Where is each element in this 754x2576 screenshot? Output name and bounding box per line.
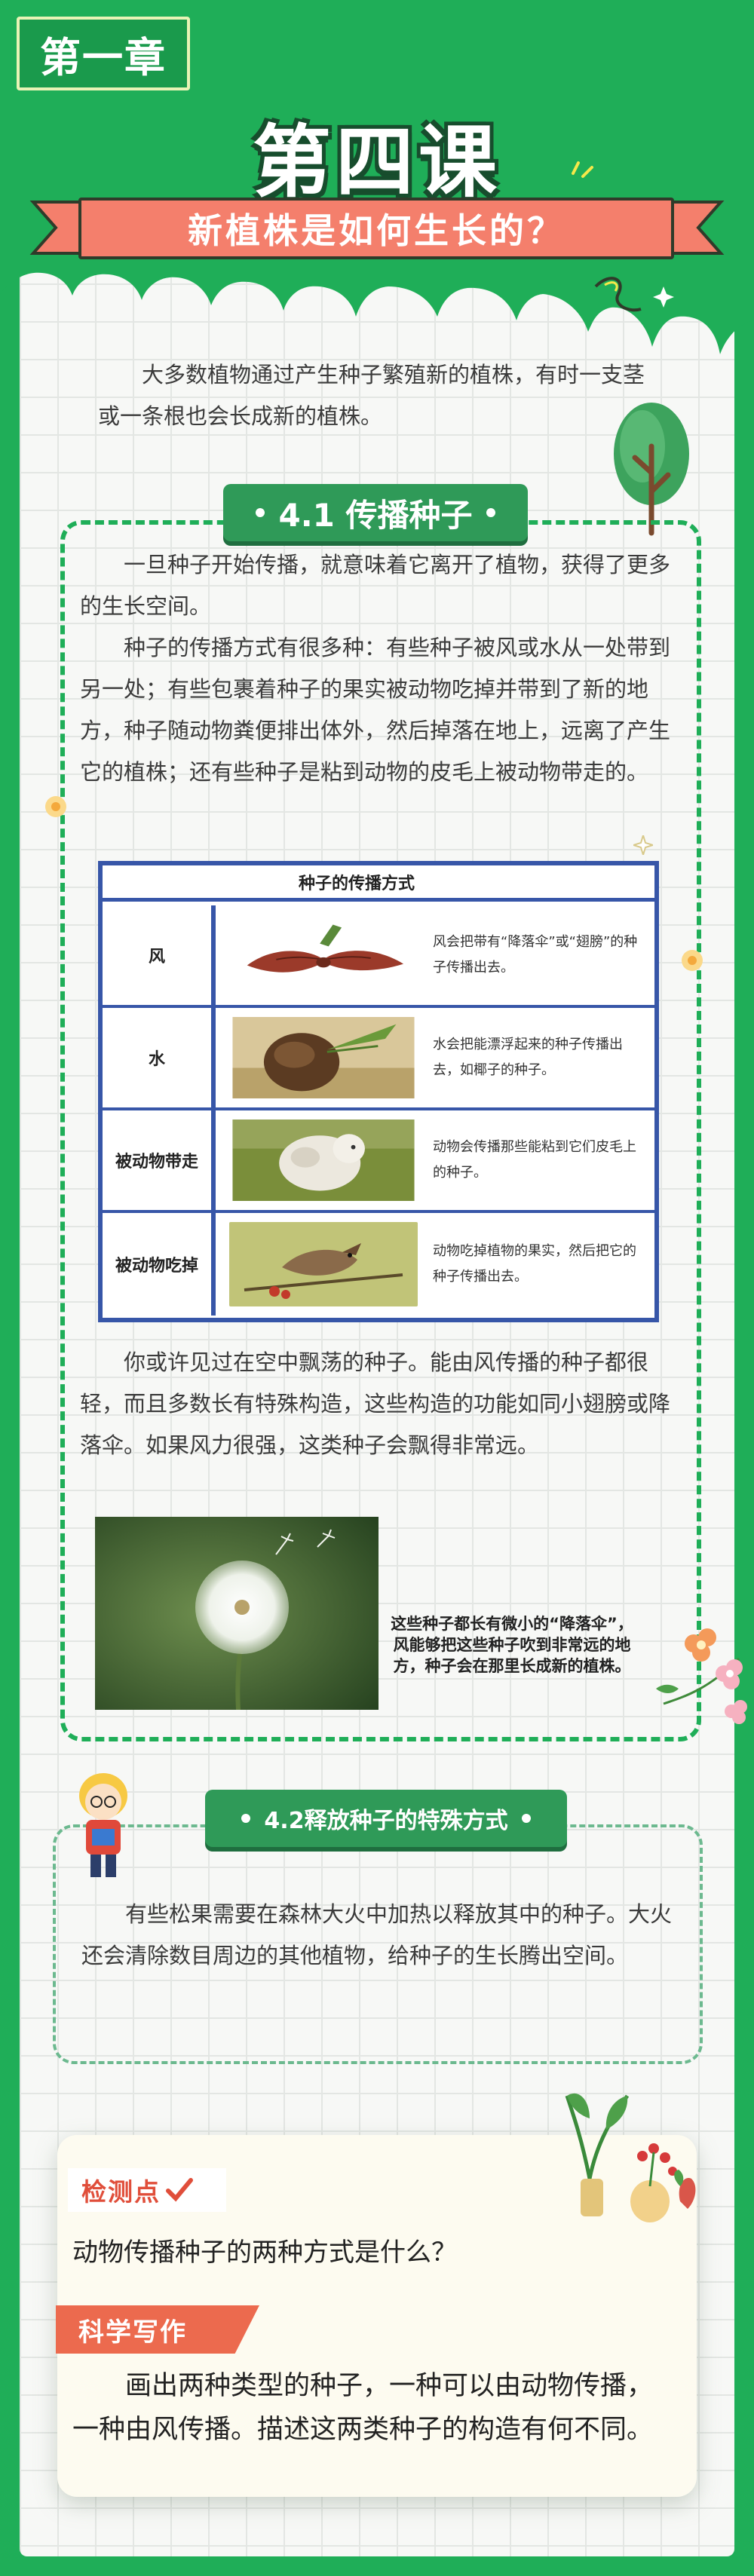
sheep-image bbox=[232, 1120, 415, 1201]
table-row: 风 风会把带有“降落伞”或“翅膀”的种子传播出去。 bbox=[103, 905, 654, 1008]
lesson-subtitle: 新植株是如何生长的？ bbox=[188, 210, 565, 251]
bird-image bbox=[229, 1222, 418, 1306]
section-1-paragraph-2: 种子的传播方式有很多种：有些种子被风或水从一处带到另一处；有些包裹着种子的果实被… bbox=[80, 635, 671, 785]
lesson-title: 第四课 bbox=[252, 116, 501, 208]
science-writing-text: 画出两种类型的种子，一种可以由动物传播，一种由风传播。描述这两类种子的构造有何不… bbox=[72, 2371, 654, 2445]
section-1-paragraph-1: 一旦种子开始传播，就意味着它离开了植物，获得了更多的生长空间。 bbox=[80, 552, 671, 619]
title-dot-icon bbox=[241, 1814, 251, 1823]
title-dot-icon bbox=[521, 1814, 531, 1823]
chapter-badge: 第一章 bbox=[17, 17, 190, 90]
title-dot-icon bbox=[256, 508, 265, 517]
table-row-category: 被动物吃掉 bbox=[103, 1213, 216, 1316]
check-mark-icon bbox=[166, 2178, 193, 2202]
section-2-title-text: 4.2释放种子的特殊方式 bbox=[264, 1808, 508, 1834]
table-row-desc: 动物吃掉植物的果实，然后把它的种子传播出去。 bbox=[433, 1243, 636, 1285]
checkpoint-label-text: 检测点 bbox=[81, 2177, 161, 2207]
tree-icon bbox=[614, 403, 689, 536]
dandelion-caption: 这些种子都长有微小的“降落伞”，风能够把这些种子吹到非常远的地方，种子会在那里长… bbox=[391, 1615, 633, 1675]
flower-cluster-icon bbox=[656, 1628, 747, 1724]
section-2-title: 4.2释放种子的特殊方式 bbox=[205, 1790, 567, 1847]
table-row: 被动物带走 动物会传播那些能粘到它们皮毛上的种子。 bbox=[103, 1110, 654, 1213]
reading-child-icon bbox=[79, 1773, 127, 1877]
sparkle-icon bbox=[572, 161, 593, 178]
table-row-desc: 风会把带有“降落伞”或“翅膀”的种子传播出去。 bbox=[433, 934, 638, 976]
table-row-desc: 动物会传播那些能粘到它们皮毛上的种子。 bbox=[433, 1139, 636, 1181]
table-row: 被动物吃掉 动物吃掉植物的果实，然后把它的种子传播出去。 bbox=[103, 1213, 654, 1316]
table-row-category: 水 bbox=[103, 1008, 216, 1107]
flower-icon bbox=[682, 950, 703, 971]
section-1-title: 4.1 传播种子 bbox=[223, 484, 528, 541]
section-1-paragraph-3: 你或许见过在空中飘荡的种子。能由风传播的种子都很轻，而且多数长有特殊构造，这些构… bbox=[80, 1349, 671, 1458]
sparkle-icon bbox=[633, 835, 653, 855]
dandelion-image bbox=[95, 1517, 379, 1710]
title-dot-icon bbox=[486, 508, 495, 517]
section-2-paragraph: 有些松果需要在森林大火中加热以释放其中的种子。大火还会清除数目周边的其他植物，给… bbox=[81, 1901, 673, 1968]
checkpoint-question: 动物传播种子的两种方式是什么？ bbox=[72, 2238, 457, 2268]
table-row-category: 风 bbox=[103, 905, 216, 1005]
seed-dispersal-table: 种子的传播方式 风 风会把带有“降落伞”或“翅膀”的种子传播出去。 水 水会把能… bbox=[98, 861, 659, 1322]
table-row-category: 被动物带走 bbox=[103, 1110, 216, 1210]
flower-icon bbox=[45, 796, 66, 817]
subtitle-ribbon: 新植株是如何生长的？ bbox=[78, 198, 674, 259]
maple-seed-image bbox=[232, 914, 415, 996]
coconut-image bbox=[232, 1017, 415, 1098]
intro-paragraph: 大多数植物通过产生种子繁殖新的植株，有时一支茎或一条根也会长成新的植株。 bbox=[98, 362, 645, 429]
swirl-icon bbox=[594, 277, 674, 312]
table-title: 种子的传播方式 bbox=[103, 865, 654, 902]
chapter-label: 第一章 bbox=[40, 33, 167, 81]
science-writing-label: 科学写作 bbox=[56, 2305, 259, 2354]
potted-plant-icon bbox=[565, 2093, 696, 2222]
checkpoint-label: 检测点 bbox=[68, 2168, 226, 2212]
table-row: 水 水会把能漂浮起来的种子传播出去，如椰子的种子。 bbox=[103, 1008, 654, 1110]
section-1-title-text: 4.1 传播种子 bbox=[278, 496, 473, 534]
table-row-desc: 水会把能漂浮起来的种子传播出去，如椰子的种子。 bbox=[433, 1037, 623, 1078]
